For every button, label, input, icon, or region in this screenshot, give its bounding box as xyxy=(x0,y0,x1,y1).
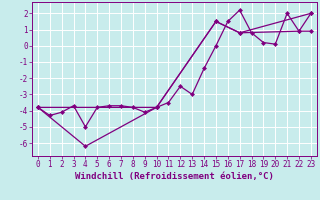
X-axis label: Windchill (Refroidissement éolien,°C): Windchill (Refroidissement éolien,°C) xyxy=(75,172,274,181)
